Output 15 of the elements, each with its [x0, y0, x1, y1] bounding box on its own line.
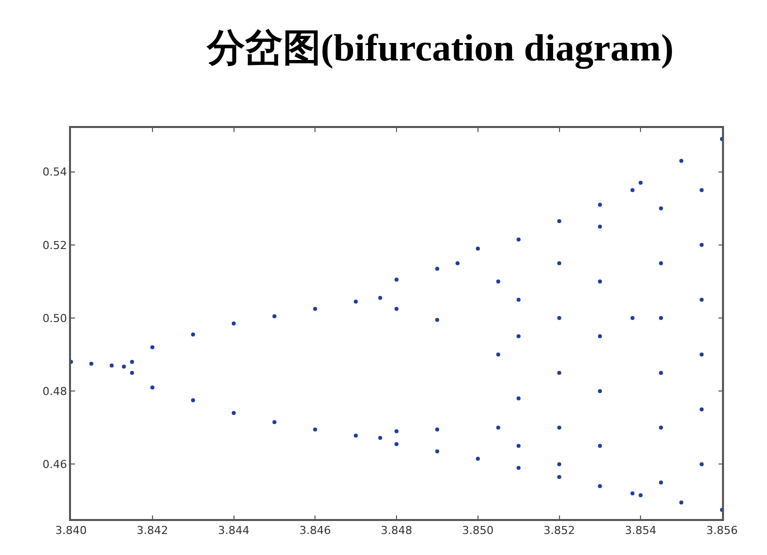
x-tick-label: 3.844: [218, 524, 250, 537]
x-tick-label: 3.856: [706, 524, 738, 537]
x-tick-label: 3.846: [299, 524, 331, 537]
y-tick-label: 0.52: [42, 238, 68, 252]
y-tick-label: 0.54: [42, 166, 68, 179]
x-tick-label: 3.840: [55, 524, 87, 537]
x-tick-label: 3.852: [544, 524, 575, 537]
x-tick-label: 3.850: [462, 524, 494, 537]
x-tick-label: 3.848: [380, 524, 412, 537]
y-tick-label: 0.48: [42, 384, 68, 398]
x-tick-label: 3.842: [136, 524, 168, 537]
y-tick-label: 0.50: [42, 312, 68, 325]
chart-title: 分岔图(bifurcation diagram): [206, 27, 674, 70]
x-tick-label: 3.854: [624, 524, 656, 537]
y-tick-label: 0.46: [42, 458, 68, 472]
